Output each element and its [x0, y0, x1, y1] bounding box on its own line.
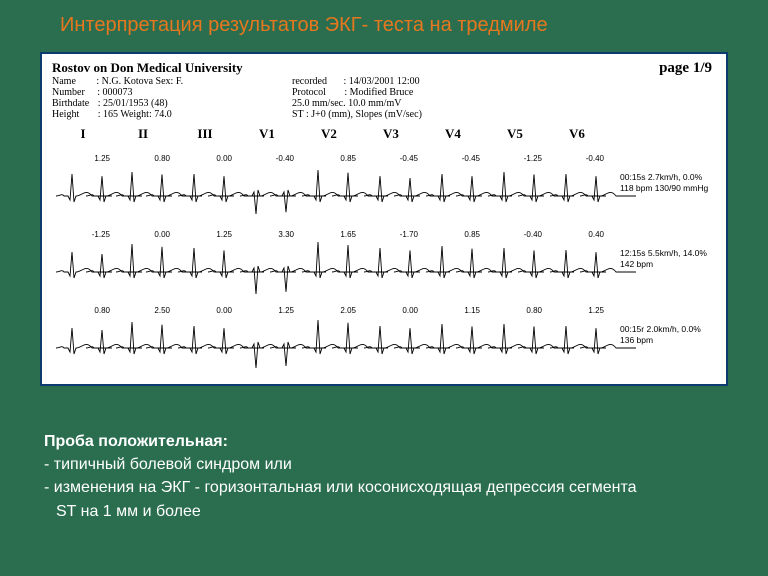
- ecg-report-panel: Rostov on Don Medical University page 1/…: [40, 52, 728, 386]
- page-indicator: page 1/9: [659, 60, 712, 77]
- ecg-lead-cell: 0.00: [364, 298, 420, 370]
- ecg-lead-cell: -1.25: [488, 146, 544, 218]
- ecg-lead-cell: 0.85: [426, 222, 482, 294]
- speed-value: 25.0 mm/sec. 10.0 mm/mV: [292, 98, 512, 109]
- institution: Rostov on Don Medical University: [52, 60, 716, 76]
- interpretation-block: Проба положительная: - типичный болевой …: [44, 430, 724, 523]
- birth-value: : 25/01/1953 (48): [98, 98, 168, 109]
- ecg-lead-cell: 1.25: [240, 298, 296, 370]
- ecg-lead-cell: -0.40: [240, 146, 296, 218]
- ecg-lead-cell: 2.50: [116, 298, 172, 370]
- lead-labels-row: IIIIIIV1V2V3V4V5V6: [42, 126, 726, 146]
- ecg-lead-cell: -1.25: [56, 222, 112, 294]
- ecg-lead-cell: 0.80: [56, 298, 112, 370]
- ecg-lead-cell: -0.40: [488, 222, 544, 294]
- ecg-lead-cell: 0.00: [178, 146, 234, 218]
- recorded-value: : 14/03/2001 12:00: [343, 76, 419, 87]
- ecg-lead-cell: 0.85: [302, 146, 358, 218]
- lead-label: III: [180, 126, 230, 142]
- ecg-header: Rostov on Don Medical University page 1/…: [42, 54, 726, 122]
- ecg-lead-cell: -0.40: [550, 146, 606, 218]
- row-annotation: 00:15r 2.0km/h, 0.0%136 bpm: [620, 324, 720, 345]
- st-value: ST : J+0 (mm), Slopes (mV/sec): [292, 109, 512, 120]
- number-value: : 000073: [97, 87, 132, 98]
- lead-label: V3: [366, 126, 416, 142]
- lead-label: V1: [242, 126, 292, 142]
- height-value: : 165 Weight: 74.0: [98, 109, 172, 120]
- birth-label: Birthdate: [52, 98, 89, 109]
- ecg-lead-cell: 1.25: [178, 222, 234, 294]
- ecg-lead-cell: -0.45: [364, 146, 420, 218]
- protocol-value: : Modified Bruce: [344, 87, 413, 98]
- ecg-lead-cell: 0.40: [550, 222, 606, 294]
- name-value: : N.G. Kotova Sex: F.: [96, 76, 183, 87]
- ecg-lead-cell: 1.25: [56, 146, 112, 218]
- lead-label: I: [58, 126, 108, 142]
- interp-bullet-2: - изменения на ЭКГ - горизонтальная или …: [44, 476, 724, 499]
- number-label: Number: [52, 87, 85, 98]
- height-label: Height: [52, 109, 79, 120]
- row-annotation: 00:15s 2.7km/h, 0.0%118 bpm 130/90 mmHg: [620, 172, 720, 193]
- recorded-label: recorded: [292, 76, 327, 87]
- protocol-label: Protocol: [292, 87, 326, 98]
- ecg-lead-cell: 1.25: [550, 298, 606, 370]
- interp-bullet-3: ST на 1 мм и более: [56, 500, 724, 523]
- lead-label: II: [118, 126, 168, 142]
- name-label: Name: [52, 76, 76, 87]
- ecg-trace-area: 1.250.800.00-0.400.85-0.45-0.45-1.25-0.4…: [42, 146, 726, 372]
- lead-label: V2: [304, 126, 354, 142]
- ecg-lead-cell: 1.15: [426, 298, 482, 370]
- ecg-lead-cell: 0.00: [178, 298, 234, 370]
- ecg-lead-cell: -1.70: [364, 222, 420, 294]
- lead-label: V4: [428, 126, 478, 142]
- ecg-lead-cell: 3.30: [240, 222, 296, 294]
- ecg-lead-cell: 2.05: [302, 298, 358, 370]
- ecg-lead-cell: 0.80: [488, 298, 544, 370]
- ecg-lead-cell: 0.80: [116, 146, 172, 218]
- lead-label: V5: [490, 126, 540, 142]
- interp-heading: Проба положительная:: [44, 430, 724, 453]
- row-annotation: 12:15s 5.5km/h, 14.0%142 bpm: [620, 248, 720, 269]
- interp-bullet-1: - типичный болевой синдром или: [44, 453, 724, 476]
- ecg-lead-cell: 0.00: [116, 222, 172, 294]
- ecg-lead-cell: -0.45: [426, 146, 482, 218]
- slide-title: Интерпретация результатов ЭКГ- теста на …: [0, 0, 768, 37]
- ecg-lead-cell: 1.65: [302, 222, 358, 294]
- lead-label: V6: [552, 126, 602, 142]
